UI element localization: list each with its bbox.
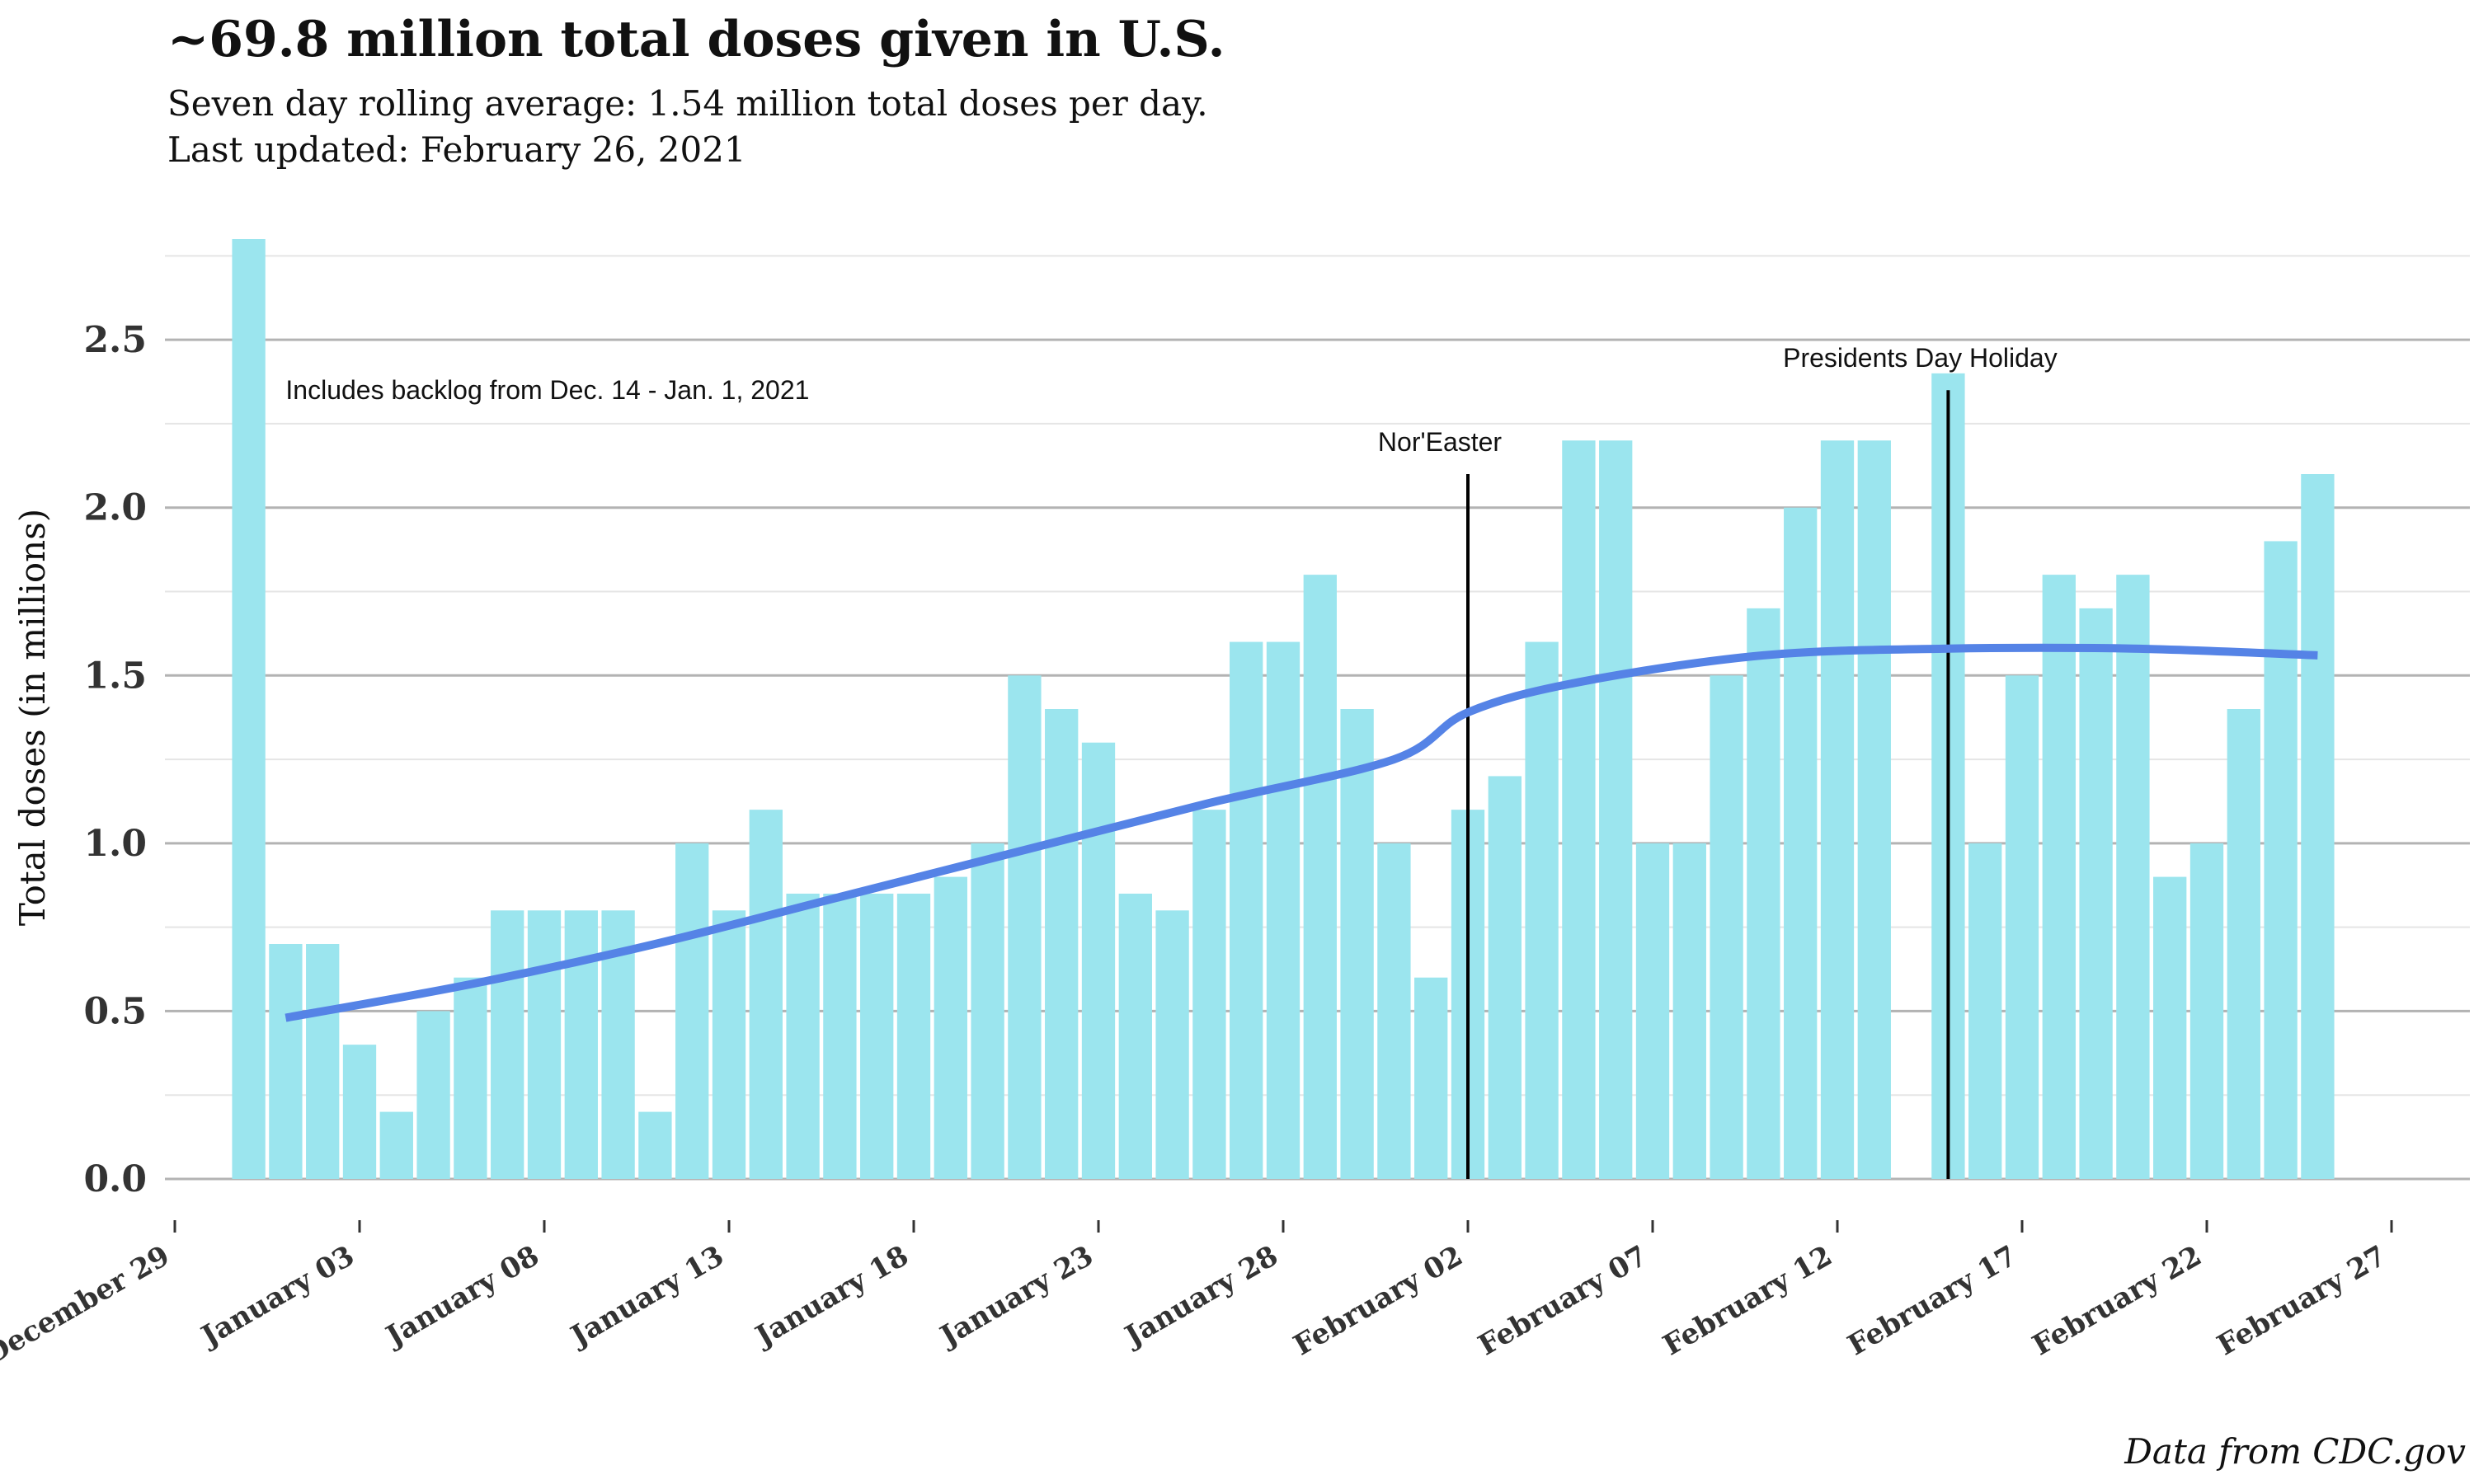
bar	[1562, 440, 1596, 1179]
bar	[1710, 675, 1743, 1179]
event-lines	[1466, 390, 1950, 1179]
bar	[823, 893, 857, 1179]
bar	[1599, 440, 1633, 1179]
bar	[379, 1111, 413, 1179]
y-axis-label: Total doses (in millions)	[12, 509, 53, 926]
bar	[2005, 675, 2039, 1179]
bar	[1045, 709, 1079, 1179]
bar	[712, 910, 746, 1179]
chart-subtitle-line-1: Seven day rolling average: 1.54 million …	[167, 83, 1208, 124]
bar	[1081, 742, 1116, 1179]
bar	[749, 810, 783, 1179]
x-tick-label: February 12	[1658, 1239, 1837, 1362]
y-tick-label: 1.5	[83, 655, 147, 697]
bar	[416, 1011, 450, 1179]
bar	[2153, 876, 2187, 1179]
y-tick-label: 1.0	[83, 823, 147, 865]
chart-caption: Data from CDC.gov	[2124, 1431, 2466, 1472]
bar	[1414, 977, 1448, 1179]
bar	[1155, 910, 1189, 1179]
bar	[564, 910, 598, 1179]
bar	[1857, 440, 1891, 1179]
trend-line	[285, 643, 2318, 1022]
bar	[934, 876, 967, 1179]
bar	[454, 977, 487, 1179]
bar	[1968, 843, 2002, 1179]
bar	[491, 910, 524, 1179]
annotation-label: Includes backlog from Dec. 14 - Jan. 1, …	[285, 375, 809, 405]
x-tick-label: January 23	[933, 1239, 1098, 1354]
bar	[1672, 843, 1706, 1179]
chart-title: ~69.8 million total doses given in U.S.	[167, 11, 1225, 68]
x-tick-label: February 07	[1473, 1239, 1653, 1362]
x-axis-ticks: December 29 January 03 January 08 January 1…	[0, 1220, 2393, 1372]
bar	[1008, 675, 1042, 1179]
bar	[1488, 776, 1522, 1179]
bar	[269, 944, 303, 1179]
bar	[1303, 575, 1337, 1179]
bar	[971, 843, 1004, 1179]
bar	[1747, 608, 1780, 1179]
x-tick-label: February 02	[1288, 1239, 1468, 1362]
bar	[527, 910, 562, 1179]
x-tick-label: December 29	[0, 1239, 176, 1372]
annotation-label: Presidents Day Holiday	[1783, 343, 2058, 373]
x-tick-label: February 27	[2212, 1239, 2392, 1362]
x-tick-label: January 08	[379, 1239, 544, 1354]
y-tick-label: 2.0	[83, 487, 147, 529]
y-tick-label: 2.5	[83, 319, 147, 361]
bar	[860, 893, 894, 1179]
x-tick-label: January 03	[194, 1239, 360, 1354]
bar	[1192, 810, 1226, 1179]
bar	[2227, 709, 2260, 1179]
bar	[1340, 709, 1374, 1179]
bar	[2116, 575, 2150, 1179]
annotations: Includes backlog from Dec. 14 - Jan. 1, …	[285, 343, 2057, 457]
bar	[1784, 507, 1818, 1179]
bar	[1635, 843, 1670, 1179]
x-tick-label: February 22	[2027, 1239, 2207, 1362]
bar	[1820, 440, 1855, 1179]
bar	[786, 893, 820, 1179]
bar	[1266, 641, 1300, 1179]
y-axis-ticks: 0.0 0.5 1.0 1.5 2.0 2.5	[83, 319, 147, 1200]
trend	[285, 643, 2318, 1022]
x-tick-label: February 17	[1842, 1239, 2022, 1362]
bar	[896, 893, 931, 1179]
bar	[2042, 575, 2076, 1179]
bar	[1230, 641, 1263, 1179]
bar	[2189, 843, 2224, 1179]
y-tick-label: 0.5	[83, 990, 147, 1032]
bar	[232, 239, 266, 1179]
bar	[306, 944, 340, 1179]
bar	[342, 1045, 377, 1179]
bar	[1377, 843, 1411, 1179]
y-tick-label: 0.0	[83, 1158, 147, 1200]
bar	[638, 1111, 672, 1179]
annotation-label: Nor'Easter	[1378, 427, 1503, 457]
x-tick-label: January 28	[1117, 1239, 1283, 1354]
x-tick-label: January 18	[748, 1239, 914, 1354]
bar	[675, 843, 709, 1179]
x-tick-label: January 13	[563, 1239, 729, 1354]
bar	[2301, 474, 2335, 1179]
bar	[2264, 541, 2298, 1179]
bar	[2079, 608, 2113, 1179]
chart-subtitle-line-2: Last updated: February 26, 2021	[167, 129, 746, 170]
bar	[1118, 893, 1152, 1179]
bar	[1525, 641, 1559, 1179]
